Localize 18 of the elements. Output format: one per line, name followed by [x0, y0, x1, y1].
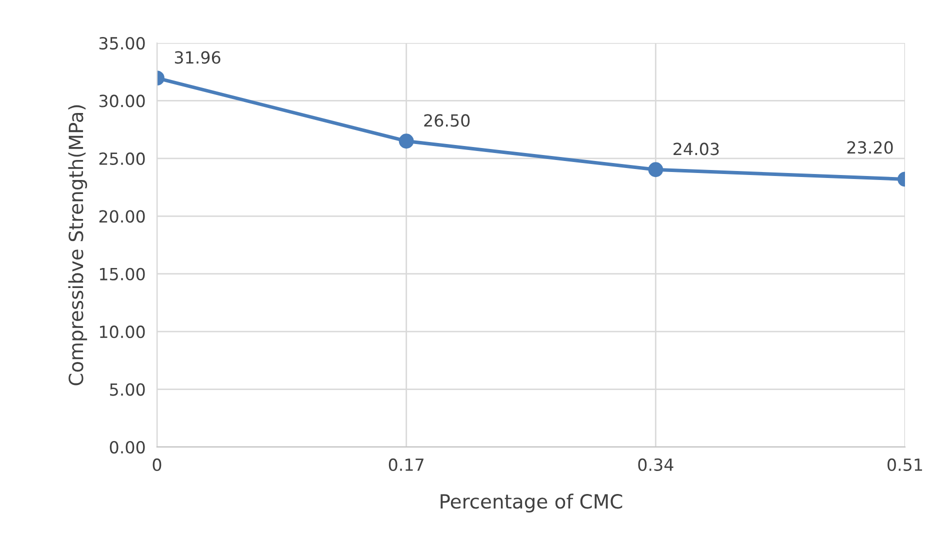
y-axis-title: Compressibve Strength(MPa) [68, 105, 88, 386]
x-tick-label: 0 [152, 458, 162, 472]
y-tick-label: 25.00 [99, 152, 145, 165]
y-tick-label: 35.00 [99, 36, 145, 50]
data-label: 24.03 [674, 142, 719, 156]
x-tick-label: 0.34 [638, 458, 674, 472]
data-label: 31.96 [174, 51, 220, 64]
y-tick-label: 10.00 [100, 326, 145, 338]
y-tick-label: 0.00 [110, 440, 145, 454]
x-tick-label: 0.17 [388, 458, 424, 472]
y-tick-label: 30.00 [99, 94, 145, 108]
x-axis-title: Percentage of CMC [440, 494, 622, 513]
data-label: 26.50 [424, 114, 470, 127]
y-tick-label: 20.00 [99, 210, 145, 223]
x-tick-label: 0.51 [888, 458, 922, 472]
data-label: 23.20 [847, 141, 893, 154]
y-tick-label: 5.00 [110, 383, 145, 396]
y-tick-label: 15.00 [100, 268, 145, 280]
